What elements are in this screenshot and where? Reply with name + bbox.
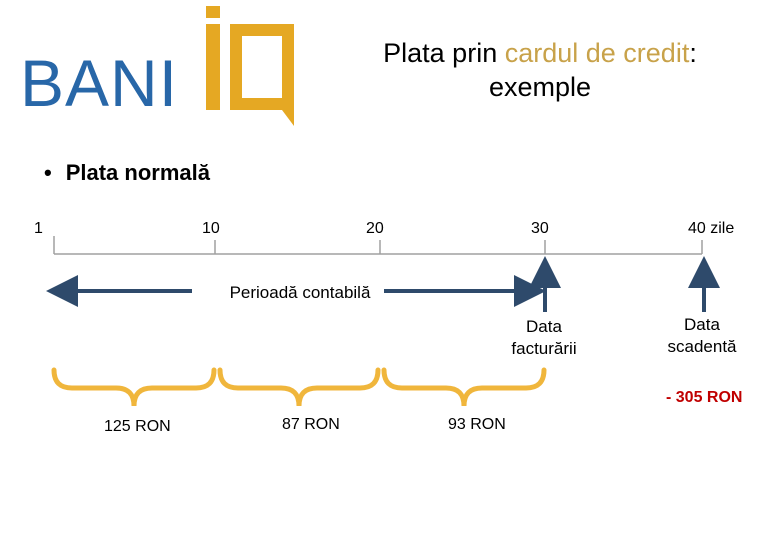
logo-text: BANI xyxy=(20,46,178,120)
amount-2: 87 RON xyxy=(282,416,340,433)
title-part1: Plata prin xyxy=(383,38,505,68)
bani-iq-logo: BANI xyxy=(20,6,294,126)
timeline-axis xyxy=(53,236,703,255)
amount-1: 125 RON xyxy=(104,418,171,435)
billing-date-line2: facturării xyxy=(511,339,577,358)
title-line2: exemple xyxy=(488,72,592,102)
title-accent: cardul de credit xyxy=(504,38,690,68)
tick-1: 1 xyxy=(34,220,43,237)
period-label: Perioadă contabilă xyxy=(229,283,371,302)
title-part2: : xyxy=(689,38,697,68)
billing-date-label: Data facturării xyxy=(494,316,594,360)
due-date-line2: scadentă xyxy=(667,337,737,356)
tick-20: 20 xyxy=(366,220,384,237)
slide-title: Plata prin cardul de credit: exemple xyxy=(300,36,780,104)
due-date-line1: Data xyxy=(684,315,720,334)
tick-10: 10 xyxy=(202,220,220,237)
billing-date-line1: Data xyxy=(526,317,562,336)
bullet-item: • Plata normală xyxy=(44,160,210,185)
due-date-label: Data scadentă xyxy=(652,314,752,358)
brace-2 xyxy=(217,367,381,407)
tick-40: 40 zile xyxy=(688,220,735,237)
due-amount: - 305 RON xyxy=(666,389,743,406)
brace-3 xyxy=(381,367,547,407)
tick-30: 30 xyxy=(531,220,549,237)
bullet-text: Plata normală xyxy=(65,160,210,185)
amount-3: 93 RON xyxy=(448,416,506,433)
brace-1 xyxy=(51,367,217,407)
